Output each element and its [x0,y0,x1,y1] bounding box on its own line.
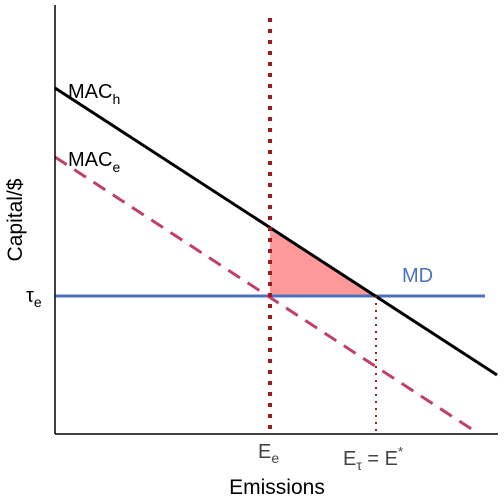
tau-e-label: τe [26,285,42,310]
mac-e-label: MACe [68,149,120,175]
md-label: MD [402,265,433,287]
e-tau-label: Eτ = E* [343,444,403,473]
mac-h-label: MACh [68,81,120,107]
mac-h-line [54,86,498,377]
x-axis-title: Emissions [229,476,325,499]
e-e-label: Ee [258,441,279,466]
y-axis-title: Capital/$ [4,178,27,261]
mac-e-line [54,155,477,434]
